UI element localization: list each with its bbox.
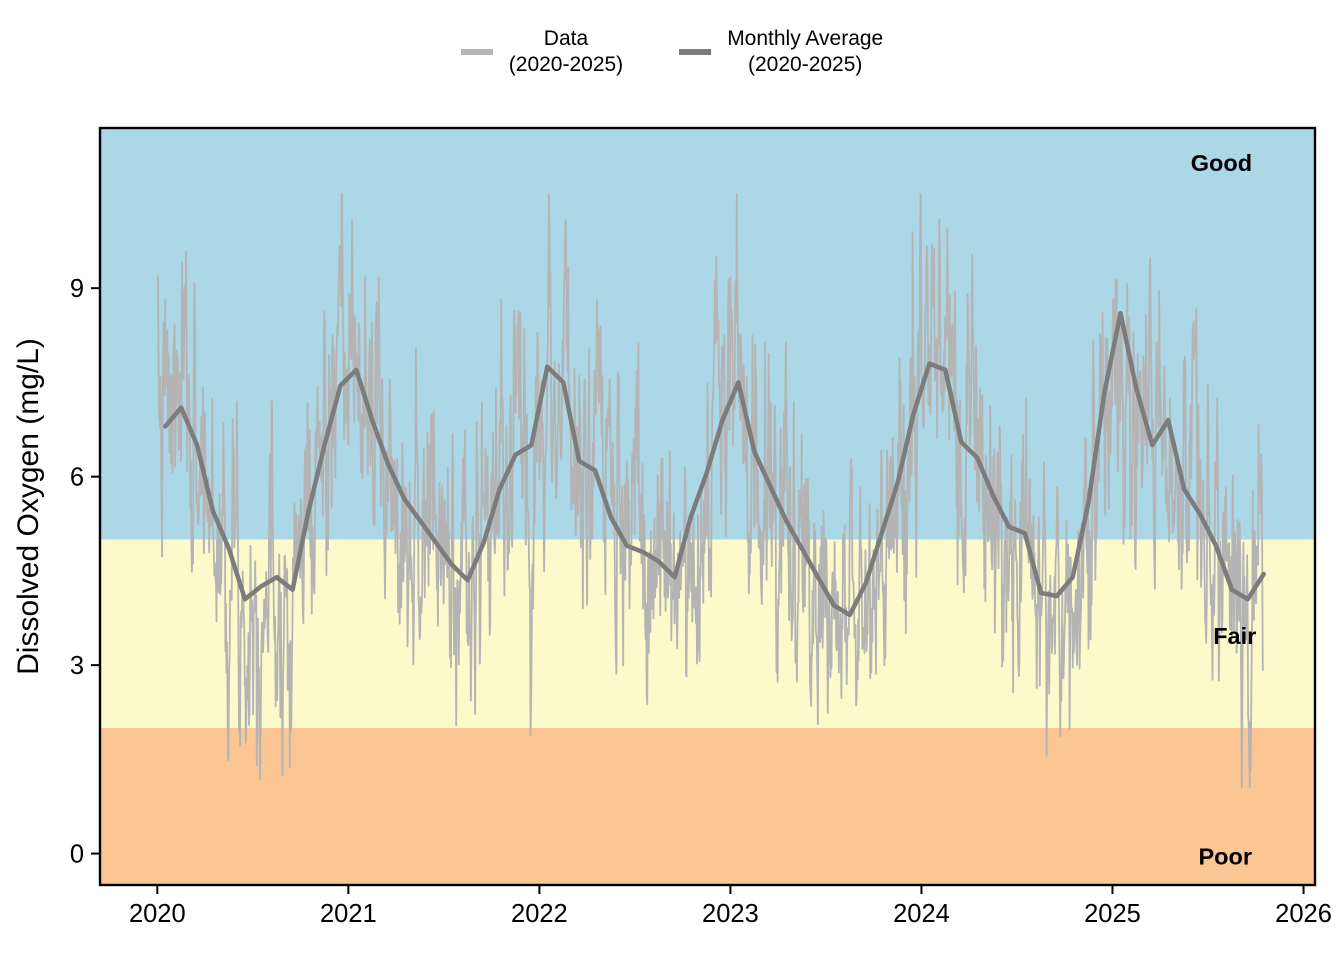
band-label-poor: Poor [1198, 844, 1252, 870]
data-series-line [157, 193, 1264, 789]
data-series-swatch [460, 49, 493, 55]
monthly-average-line [163, 311, 1266, 618]
quality-band-poor [100, 727, 1315, 885]
y-tick-label: 0 [70, 841, 84, 869]
x-tick-label: 2020 [129, 900, 186, 928]
legend-item-monthly-average: Monthly Average (2020-2025) [679, 26, 883, 78]
x-tick-label: 2026 [1275, 900, 1332, 928]
y-tick-label: 6 [70, 464, 84, 492]
band-label-fair: Fair [1213, 623, 1256, 649]
legend-label-monthly-average: Monthly Average (2020-2025) [727, 27, 884, 76]
y-axis-title: Dissolved Oxygen (mg/L) [12, 338, 45, 675]
legend-label-data: Data (2020-2025) [508, 27, 624, 76]
band-label-good: Good [1191, 150, 1252, 176]
y-tick-label: 3 [70, 652, 84, 680]
x-tick-label: 2025 [1084, 900, 1141, 928]
legend-item-data: Data (2020-2025) [460, 26, 624, 78]
x-tick-label: 2022 [511, 900, 568, 928]
chart-legend: Data (2020-2025) Monthly Average (2020-2… [0, 26, 1344, 78]
x-tick-label: 2021 [320, 900, 377, 928]
x-tick-label: 2023 [702, 900, 759, 928]
y-tick-label: 9 [70, 275, 84, 303]
monthly-average-swatch [679, 49, 712, 55]
panel-border [98, 126, 1317, 887]
x-tick-label: 2024 [893, 900, 950, 928]
